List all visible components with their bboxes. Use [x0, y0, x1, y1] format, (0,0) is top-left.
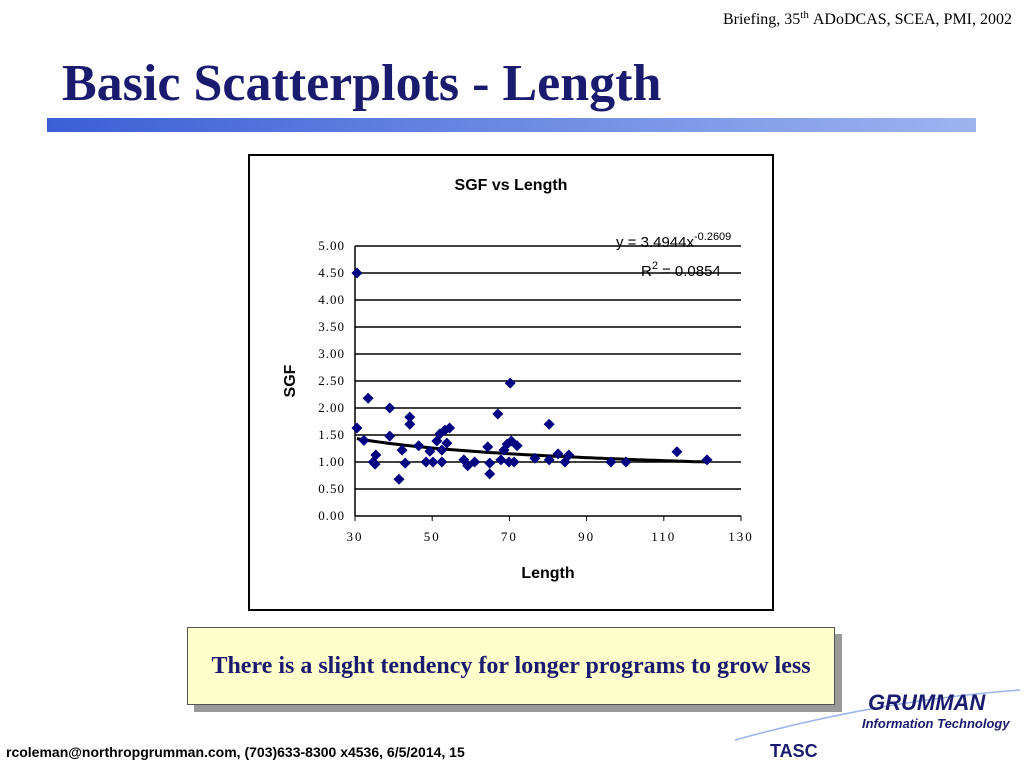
chart-title: SGF vs Length: [455, 177, 568, 194]
marker: [396, 444, 408, 456]
logo-swoosh: [734, 689, 1021, 741]
marker: [701, 454, 713, 466]
equation-text: y = 3.4944x: [616, 234, 694, 251]
y-tick-label: 2.00: [318, 400, 345, 415]
y-axis-label: SGF: [282, 364, 299, 397]
marker: [504, 377, 516, 389]
y-tick-label: 0.00: [318, 508, 345, 523]
marker: [492, 408, 504, 420]
marker: [441, 437, 453, 449]
marker: [543, 454, 555, 466]
r2-superscript: 2: [652, 260, 658, 272]
marker: [436, 456, 448, 468]
marker: [393, 473, 405, 485]
callout: There is a slight tendency for longer pr…: [187, 627, 835, 705]
x-tick-label: 110: [651, 529, 676, 544]
logo-name: GRUMMAN: [868, 690, 986, 715]
equation-exponent: -0.2609: [694, 231, 731, 243]
y-tick-label: 1.50: [318, 427, 345, 442]
marker: [358, 434, 370, 446]
marker: [511, 440, 523, 452]
marker: [563, 449, 575, 461]
logo-subtitle: Information Technology: [862, 716, 1010, 731]
y-tick-label: 0.50: [318, 481, 345, 496]
marker: [370, 449, 382, 461]
marker: [384, 402, 396, 414]
trendline-equation: y = 3.4944x-0.2609: [616, 231, 731, 251]
y-tick-label: 3.50: [318, 319, 345, 334]
marker: [543, 418, 555, 430]
y-tick-label: 4.00: [318, 292, 345, 307]
marker: [351, 267, 363, 279]
marker: [404, 418, 416, 430]
slide-title: Basic Scatterplots - Length: [62, 55, 661, 112]
marker: [424, 445, 436, 457]
x-axis-label: Length: [521, 565, 574, 582]
marker: [508, 456, 520, 468]
chart: SGF vs Length Length SGF 0.00 0.50 1.00 1.50 2.…: [282, 177, 754, 582]
x-tick-label: 90: [578, 529, 595, 544]
x-tick-label: 30: [347, 529, 364, 544]
marker: [484, 457, 496, 469]
logo-company: TASC: [770, 741, 818, 761]
marker: [436, 444, 448, 456]
r2-value: = 0.0854: [662, 263, 721, 280]
marker: [482, 441, 494, 453]
r2-label: R: [641, 263, 652, 280]
y-tick-label: 4.50: [318, 265, 345, 280]
y-tick-label: 5.00: [318, 238, 345, 253]
x-tick-label: 50: [424, 529, 441, 544]
marker: [605, 456, 617, 468]
marker: [404, 411, 416, 423]
marker: [469, 456, 481, 468]
y-tick-label: 1.00: [318, 454, 345, 469]
title-rule: [47, 118, 976, 132]
y-tick-label: 3.00: [318, 346, 345, 361]
x-tick-label: 70: [501, 529, 518, 544]
marker: [671, 446, 683, 458]
marker: [427, 456, 439, 468]
header: Briefing, 35th ADoDCAS, SCEA, PMI, 2002: [723, 9, 1012, 28]
marker: [529, 452, 541, 464]
trendline-r2: R2 = 0.0854: [641, 260, 721, 280]
marker: [620, 456, 632, 468]
header-text: Briefing, 35: [723, 11, 800, 28]
marker: [552, 448, 564, 460]
marker: [413, 440, 425, 452]
x-tick-label: 130: [728, 529, 754, 544]
marker: [351, 422, 363, 434]
marker: [420, 456, 432, 468]
header-rest: ADoDCAS, SCEA, PMI, 2002: [813, 11, 1012, 28]
marker: [384, 430, 396, 442]
y-tick-label: 2.50: [318, 373, 345, 388]
marker: [399, 457, 411, 469]
marker: [369, 458, 381, 470]
footer: rcoleman@northropgrumman.com, (703)633-8…: [6, 744, 465, 760]
marker: [505, 435, 517, 447]
marker: [444, 422, 456, 434]
marker: [484, 468, 496, 480]
marker: [362, 392, 374, 404]
marker: [495, 454, 507, 466]
header-superscript: th: [800, 9, 809, 21]
